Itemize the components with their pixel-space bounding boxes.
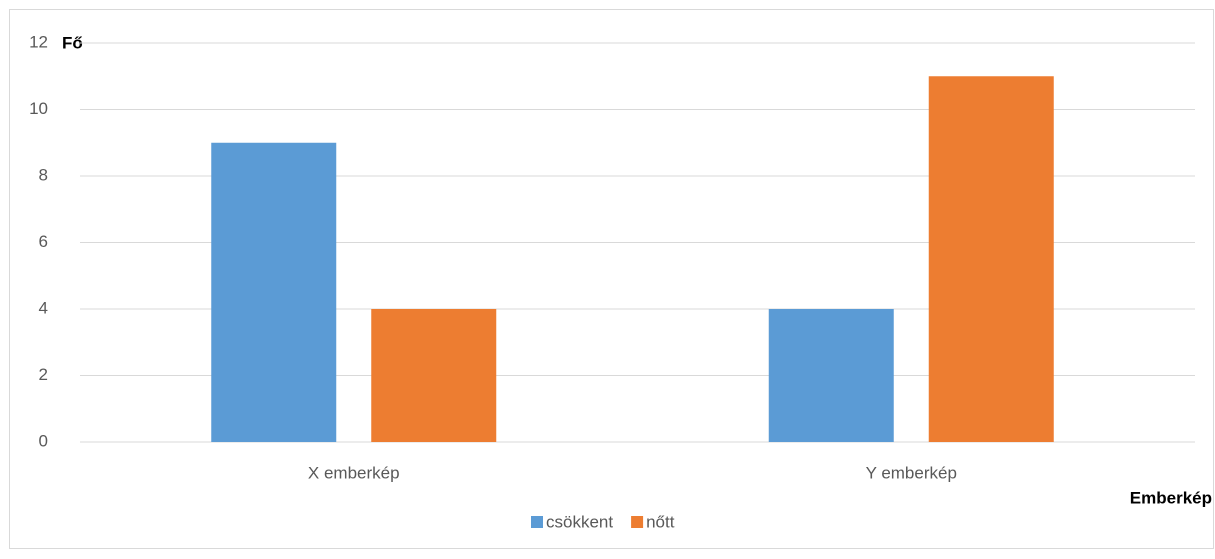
x-tick-label: Y emberkép (866, 463, 957, 482)
legend-label: nőtt (646, 512, 675, 531)
y-tick-label: 4 (39, 298, 48, 317)
y-tick-label: 8 (39, 165, 48, 184)
y-tick-label: 0 (39, 431, 48, 450)
legend-swatch (531, 516, 543, 528)
y-axis-title: Fő (62, 33, 83, 52)
bar (211, 142, 337, 442)
x-tick-label: X emberkép (308, 463, 400, 482)
bar (928, 76, 1054, 442)
legend-swatch (631, 516, 644, 528)
y-tick-label: 10 (29, 99, 48, 118)
y-tick-label: 6 (39, 232, 48, 251)
bar (371, 309, 497, 442)
x-axis-title: Emberkép (1130, 488, 1212, 507)
y-tick-label: 2 (39, 365, 48, 384)
y-tick-label: 12 (29, 32, 48, 51)
bar (768, 309, 894, 442)
legend-label: csökkent (546, 512, 613, 531)
